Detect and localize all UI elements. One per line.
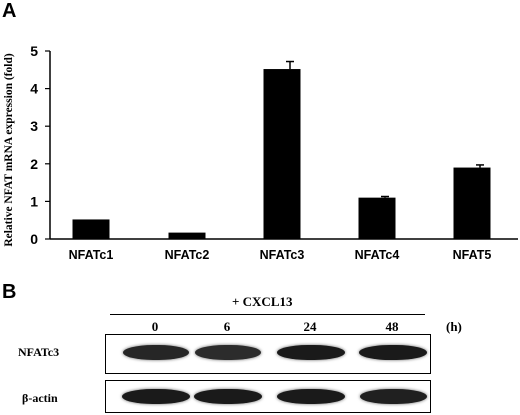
bar — [168, 232, 206, 239]
time-unit-label: (h) — [446, 319, 462, 334]
blot-band — [277, 345, 345, 360]
bar-chart: Relative NFAT mRNA expression (fold) 0 1 2… — [3, 43, 518, 262]
bar — [72, 219, 110, 239]
bar — [263, 69, 301, 239]
y-ticks: 0 1 2 3 4 5 — [30, 43, 50, 247]
blot-band — [194, 389, 262, 404]
y-axis-label: Relative NFAT mRNA expression (fold) — [3, 53, 15, 247]
x-tick-label: NFATc1 — [69, 248, 114, 262]
panel-b-label: B — [2, 281, 17, 303]
blot-band — [359, 345, 427, 360]
blot-band — [195, 345, 261, 360]
timepoint-label: 0 — [151, 319, 159, 334]
blot-band — [122, 389, 190, 404]
bar — [358, 197, 396, 239]
y-axis-label-group: Relative NFAT mRNA expression (fold) — [3, 53, 15, 247]
x-tick-label: NFATc3 — [260, 248, 305, 262]
timepoint-label: 24 — [303, 319, 317, 334]
blot-band — [122, 345, 190, 360]
x-tick-label: NFAT5 — [453, 248, 492, 262]
x-tick-label: NFATc4 — [355, 248, 400, 262]
y-tick-label: 4 — [30, 81, 38, 97]
blot-band — [359, 389, 427, 404]
blot-nfatc3 — [105, 334, 431, 374]
x-tick-label: NFATc2 — [165, 248, 210, 262]
bar — [453, 167, 491, 239]
blot-beta-actin — [105, 380, 431, 413]
y-tick-label: 5 — [30, 43, 38, 59]
panel-a-label: A — [2, 0, 17, 22]
y-tick-label: 2 — [30, 156, 38, 172]
treatment-label: + CXCL13 — [232, 294, 293, 309]
blot-row-label-nfatc3: NFATc3 — [18, 345, 60, 359]
y-tick-label: 0 — [30, 231, 38, 247]
blot-row-label-beta-actin: β-actin — [22, 391, 58, 405]
y-tick-label: 3 — [30, 118, 38, 134]
y-tick-label: 1 — [30, 193, 38, 209]
timepoint-label: 48 — [385, 319, 399, 334]
treatment-line — [110, 314, 425, 315]
x-tick-labels: NFATc1 NFATc2 NFATc3 NFATc4 NFAT5 — [69, 248, 492, 262]
bars — [72, 60, 491, 239]
blot-band — [277, 389, 345, 404]
timepoint-label: 6 — [223, 319, 231, 334]
